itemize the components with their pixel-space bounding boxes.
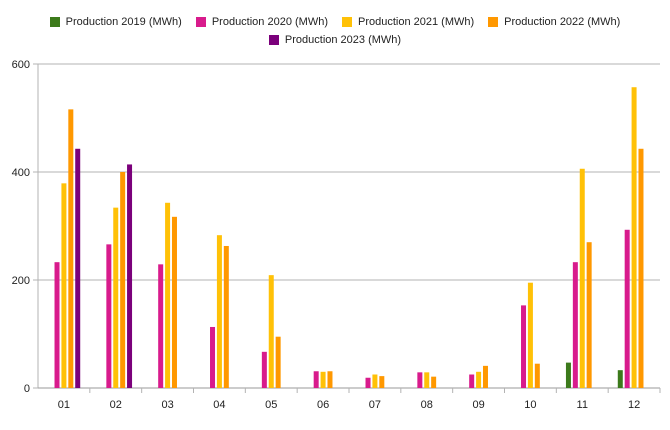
legend-swatch: [488, 17, 499, 27]
bar: [68, 109, 74, 389]
legend-item[interactable]: Production 2022 (MWh): [488, 14, 620, 30]
bar: [476, 371, 482, 388]
x-tick-label: 02: [110, 399, 122, 411]
legend-label: Production 2023 (MWh): [284, 34, 402, 46]
chart-legend: Production 2019 (MWh) Production 2020 (MW…: [0, 14, 670, 48]
legend-label: Production 2022 (MWh): [504, 16, 621, 28]
legend-item[interactable]: Production 2019 (MWh): [49, 14, 182, 30]
bar: [572, 262, 578, 388]
bar: [158, 264, 164, 388]
bar: [165, 202, 171, 388]
bar: [120, 172, 126, 388]
bar: [106, 244, 112, 388]
bar: [482, 365, 488, 388]
bar: [313, 371, 319, 388]
bar: [372, 374, 378, 388]
legend-item[interactable]: Production 2023 (MWh): [268, 32, 402, 48]
x-tick-label: 07: [369, 399, 381, 411]
bar: [113, 207, 119, 388]
x-tick-label: 10: [524, 399, 536, 411]
legend-item[interactable]: Production 2021 (MWh): [342, 14, 474, 30]
bar: [268, 275, 274, 388]
y-tick-label: 200: [12, 275, 30, 287]
bar: [638, 148, 644, 388]
bar: [586, 242, 592, 388]
legend-swatch: [49, 17, 60, 27]
y-tick-label: 400: [12, 167, 30, 179]
bar: [54, 262, 60, 388]
y-tick-label: 600: [12, 59, 30, 71]
bar: [210, 326, 216, 388]
x-tick-label: 01: [58, 399, 70, 411]
bar: [365, 377, 371, 388]
bar: [275, 336, 281, 388]
bar: [61, 183, 67, 388]
bar: [424, 372, 430, 388]
legend-label: Production 2019 (MWh): [65, 16, 182, 28]
legend-label: Production 2021 (MWh): [358, 16, 475, 28]
x-tick-label: 04: [213, 399, 225, 411]
x-tick-label: 03: [161, 399, 173, 411]
bar: [223, 245, 229, 388]
y-tick-label: 0: [24, 383, 30, 395]
x-tick-label: 11: [577, 399, 588, 411]
bar: [631, 87, 637, 388]
x-tick-label: 09: [472, 399, 484, 411]
bar: [127, 164, 133, 388]
legend-item[interactable]: Production 2020 (MWh): [195, 14, 328, 30]
bar: [579, 168, 585, 388]
x-tick-label: 05: [265, 399, 277, 411]
bar: [75, 148, 81, 388]
bar: [534, 363, 540, 388]
legend-swatch: [195, 17, 206, 27]
bar: [261, 351, 267, 388]
x-tick-label: 08: [421, 399, 433, 411]
bar: [521, 305, 527, 388]
bar: [171, 216, 177, 388]
bar: [565, 362, 571, 388]
bar: [327, 371, 333, 388]
bar: [379, 376, 385, 388]
legend-swatch: [342, 17, 352, 27]
bar: [617, 370, 623, 388]
bar: [320, 371, 326, 388]
bar: [527, 282, 533, 388]
bar: [216, 235, 222, 388]
x-tick-label: 12: [628, 399, 640, 411]
bar: [469, 374, 475, 388]
bar: [624, 229, 630, 388]
legend-label: Production 2020 (MWh): [211, 16, 328, 28]
legend-swatch: [268, 35, 279, 45]
bar: [417, 372, 423, 388]
bar: [431, 376, 437, 388]
x-tick-label: 06: [317, 399, 329, 411]
